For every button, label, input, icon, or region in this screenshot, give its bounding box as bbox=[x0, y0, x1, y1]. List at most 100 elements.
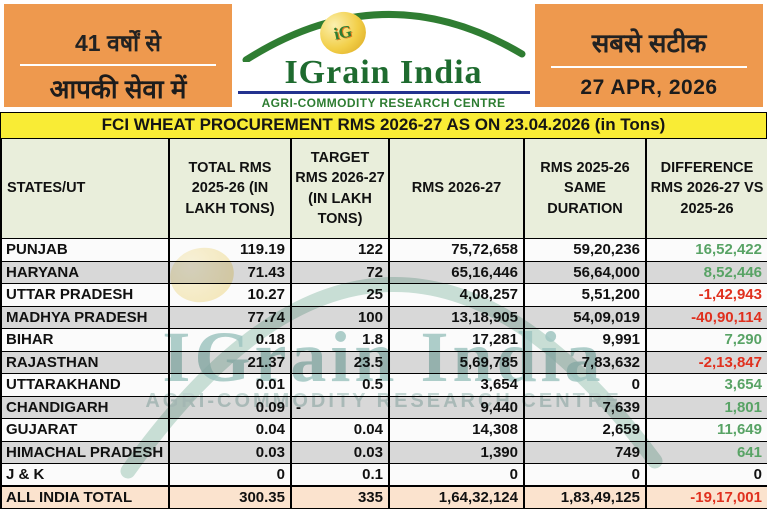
target-lakh-cell: 0.03 bbox=[290, 440, 390, 464]
rms-2025-26-same-cell: 54,09,019 bbox=[523, 305, 647, 329]
banner-right-divider bbox=[550, 66, 748, 68]
rms-2026-27-cell: 65,16,446 bbox=[388, 260, 525, 284]
rms-2025-26-same-cell: 7,83,632 bbox=[523, 350, 647, 374]
table-row: BIHAR 0.18 1.8 17,281 9,991 7,290 bbox=[0, 328, 767, 352]
table-row-total: ALL INDIA TOTAL 300.35 335 1,64,32,124 1,83,… bbox=[0, 485, 767, 509]
difference-cell: 7,290 bbox=[645, 328, 767, 352]
target-lakh-cell: 0.04 bbox=[290, 418, 390, 442]
table-row: MADHYA PRADESH 77.74 100 13,18,905 54,09,019… bbox=[0, 305, 767, 329]
state-cell: MADHYA PRADESH bbox=[0, 305, 170, 329]
state-cell: HIMACHAL PRADESH bbox=[0, 440, 170, 464]
report-title: FCI WHEAT PROCUREMENT RMS 2026-27 AS ON … bbox=[0, 112, 767, 138]
logo-arc-icon bbox=[242, 11, 526, 62]
state-cell: ALL INDIA TOTAL bbox=[0, 485, 170, 509]
banner-left-divider bbox=[19, 64, 217, 66]
banner-left-line2: आपकी सेवा में bbox=[49, 74, 187, 104]
difference-cell: 11,649 bbox=[645, 418, 767, 442]
state-cell: GUJARAT bbox=[0, 418, 170, 442]
state-cell: PUNJAB bbox=[0, 238, 170, 262]
target-lakh-cell: 335 bbox=[290, 485, 390, 509]
rms-2025-26-same-cell: 0 bbox=[523, 373, 647, 397]
rms-2025-26-same-cell: 0 bbox=[523, 463, 647, 487]
target-lakh-cell: 0.1 bbox=[290, 463, 390, 487]
difference-cell: 0 bbox=[645, 463, 767, 487]
difference-cell: 16,52,422 bbox=[645, 238, 767, 262]
header-row: STATES/UT TOTAL RMS 2025-26 (IN LAKH TON… bbox=[0, 138, 767, 239]
table-row: GUJARAT 0.04 0.04 14,308 2,659 11,649 bbox=[0, 418, 767, 442]
target-lakh-cell: 72 bbox=[290, 260, 390, 284]
header-banner: 41 वर्षों से आपकी सेवा में iG IGrain Ind… bbox=[0, 0, 767, 112]
rms-2026-27-cell: 13,18,905 bbox=[388, 305, 525, 329]
difference-cell: 8,52,446 bbox=[645, 260, 767, 284]
state-cell: UTTAR PRADESH bbox=[0, 283, 170, 307]
rms-2025-26-same-cell: 7,639 bbox=[523, 395, 647, 419]
difference-cell: -19,17,001 bbox=[645, 485, 767, 509]
banner-right: सबसे सटीक 27 APR, 2026 bbox=[535, 4, 763, 107]
rms-2026-27-cell: 5,69,785 bbox=[388, 350, 525, 374]
report-date: 27 APR, 2026 bbox=[580, 76, 718, 99]
col-header-rms-2025-26-same: RMS 2025-26 SAME DURATION bbox=[523, 138, 647, 239]
total-lakh-cell: 0.03 bbox=[168, 440, 292, 464]
rms-2026-27-cell: 9,440 bbox=[388, 395, 525, 419]
brand-logo: iG IGrain India AGRI-COMMODITY RESEARCH … bbox=[232, 0, 535, 112]
rms-2026-27-cell: 4,08,257 bbox=[388, 283, 525, 307]
total-lakh-cell: 0.01 bbox=[168, 373, 292, 397]
col-header-states: STATES/UT bbox=[0, 138, 170, 239]
total-lakh-cell: 10.27 bbox=[168, 283, 292, 307]
target-lakh-cell: 100 bbox=[290, 305, 390, 329]
state-cell: J & K bbox=[0, 463, 170, 487]
total-lakh-cell: 0.18 bbox=[168, 328, 292, 352]
rms-2025-26-same-cell: 1,83,49,125 bbox=[523, 485, 647, 509]
logo-rule bbox=[237, 91, 530, 94]
target-lakh-cell: 25 bbox=[290, 283, 390, 307]
col-header-difference: DIFFERENCE RMS 2026-27 VS 2025-26 bbox=[645, 138, 767, 239]
total-lakh-cell: 0 bbox=[168, 463, 292, 487]
state-cell: RAJASTHAN bbox=[0, 350, 170, 374]
table-row: UTTAR PRADESH 10.27 25 4,08,257 5,51,200 -1,4… bbox=[0, 283, 767, 307]
difference-cell: 3,654 bbox=[645, 373, 767, 397]
rms-2026-27-cell: 17,281 bbox=[388, 328, 525, 352]
target-lakh-cell: 1.8 bbox=[290, 328, 390, 352]
table-area: STATES/UT TOTAL RMS 2025-26 (IN LAKH TON… bbox=[0, 138, 767, 509]
col-header-target-lakh: TARGET RMS 2026-27 (IN LAKH TONS) bbox=[290, 138, 390, 239]
banner-left-line1: 41 वर्षों से bbox=[75, 30, 161, 56]
rms-2026-27-cell: 3,654 bbox=[388, 373, 525, 397]
rms-2026-27-cell: 1,64,32,124 bbox=[388, 485, 525, 509]
rms-2026-27-cell: 14,308 bbox=[388, 418, 525, 442]
total-lakh-cell: 0.04 bbox=[168, 418, 292, 442]
total-lakh-cell: 71.43 bbox=[168, 260, 292, 284]
banner-left: 41 वर्षों से आपकी सेवा में bbox=[4, 4, 232, 107]
difference-cell: -2,13,847 bbox=[645, 350, 767, 374]
table-row: HARYANA 71.43 72 65,16,446 56,64,000 8,52,446 bbox=[0, 260, 767, 284]
difference-cell: 1,801 bbox=[645, 395, 767, 419]
banner-right-line1: सबसे सटीक bbox=[591, 28, 707, 58]
table-row: RAJASTHAN 21.37 23.5 5,69,785 7,83,632 -2,13,… bbox=[0, 350, 767, 374]
target-lakh-cell: 122 bbox=[290, 238, 390, 262]
state-cell: CHANDIGARH bbox=[0, 395, 170, 419]
difference-cell: -40,90,114 bbox=[645, 305, 767, 329]
table-row: J & K 0 0.1 0 0 0 bbox=[0, 463, 767, 487]
table-row: UTTARAKHAND 0.01 0.5 3,654 0 3,654 bbox=[0, 373, 767, 397]
target-lakh-cell: - bbox=[290, 395, 390, 419]
total-lakh-cell: 300.35 bbox=[168, 485, 292, 509]
rms-2026-27-cell: 1,390 bbox=[388, 440, 525, 464]
rms-2025-26-same-cell: 749 bbox=[523, 440, 647, 464]
difference-cell: -1,42,943 bbox=[645, 283, 767, 307]
target-lakh-cell: 0.5 bbox=[290, 373, 390, 397]
state-cell: HARYANA bbox=[0, 260, 170, 284]
total-lakh-cell: 21.37 bbox=[168, 350, 292, 374]
rms-2025-26-same-cell: 2,659 bbox=[523, 418, 647, 442]
rms-2025-26-same-cell: 5,51,200 bbox=[523, 283, 647, 307]
state-cell: UTTARAKHAND bbox=[0, 373, 170, 397]
target-lakh-cell: 23.5 bbox=[290, 350, 390, 374]
logo-subtitle: AGRI-COMMODITY RESEARCH CENTRE bbox=[261, 95, 506, 110]
rms-2025-26-same-cell: 56,64,000 bbox=[523, 260, 647, 284]
procurement-table: STATES/UT TOTAL RMS 2025-26 (IN LAKH TON… bbox=[0, 138, 767, 509]
rms-2025-26-same-cell: 59,20,236 bbox=[523, 238, 647, 262]
rms-2025-26-same-cell: 9,991 bbox=[523, 328, 647, 352]
col-header-rms-2026-27: RMS 2026-27 bbox=[388, 138, 525, 239]
total-lakh-cell: 77.74 bbox=[168, 305, 292, 329]
logo-name: IGrain India bbox=[284, 54, 483, 91]
difference-cell: 641 bbox=[645, 440, 767, 464]
